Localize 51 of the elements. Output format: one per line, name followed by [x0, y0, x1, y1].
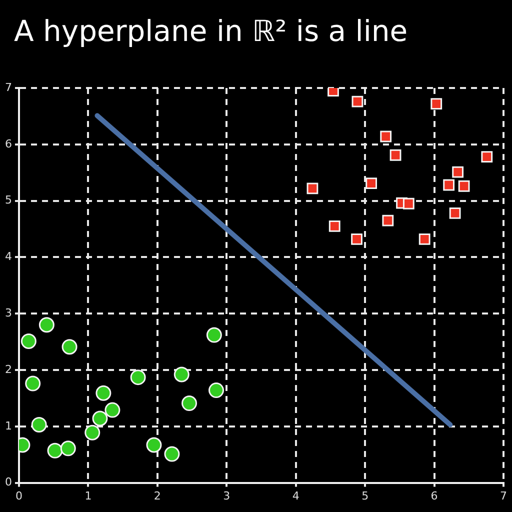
point — [146, 437, 162, 453]
point — [31, 416, 47, 432]
point — [418, 233, 430, 245]
point — [84, 424, 100, 440]
point — [164, 446, 180, 462]
point — [20, 333, 36, 349]
point — [174, 366, 190, 382]
point — [430, 98, 442, 110]
point — [130, 370, 146, 386]
y-tick-label: 1 — [5, 419, 12, 432]
x-tick-label: 6 — [430, 489, 438, 502]
point — [380, 130, 392, 142]
point — [366, 178, 377, 190]
y-tick-label: 2 — [5, 362, 12, 376]
x-tick-label: 3 — [223, 489, 230, 502]
x-tick-label: 7 — [500, 489, 507, 502]
point — [206, 327, 222, 343]
point — [47, 442, 63, 458]
x-tick-label: 4 — [292, 489, 300, 502]
point — [443, 179, 455, 191]
point — [208, 382, 224, 398]
point — [481, 151, 493, 163]
point — [62, 339, 78, 355]
y-tick-label: 6 — [5, 137, 12, 150]
x-tick-label: 1 — [84, 489, 92, 502]
x-tick-label: 2 — [154, 489, 161, 502]
y-tick-label: 0 — [5, 476, 12, 489]
chart-title: A hyperplane in ℝ² is a line — [13, 13, 409, 50]
y-tick-label: 7 — [5, 80, 12, 94]
point — [60, 440, 76, 456]
point — [352, 96, 364, 108]
point — [25, 376, 41, 392]
point — [38, 317, 54, 333]
point — [452, 166, 464, 178]
point — [402, 198, 414, 210]
point — [306, 182, 318, 194]
y-tick-label: 3 — [5, 306, 12, 320]
point — [449, 208, 461, 219]
point — [458, 180, 470, 192]
y-tick-label: 4 — [5, 250, 12, 264]
point — [96, 385, 112, 401]
point — [382, 214, 394, 226]
point — [351, 233, 362, 245]
point — [182, 396, 198, 412]
point — [104, 402, 120, 418]
y-tick-label: 5 — [5, 194, 12, 207]
point — [92, 410, 108, 426]
x-tick-label: 5 — [362, 489, 369, 502]
point — [390, 149, 402, 161]
point — [328, 220, 340, 232]
x-tick-label: 0 — [16, 489, 22, 502]
